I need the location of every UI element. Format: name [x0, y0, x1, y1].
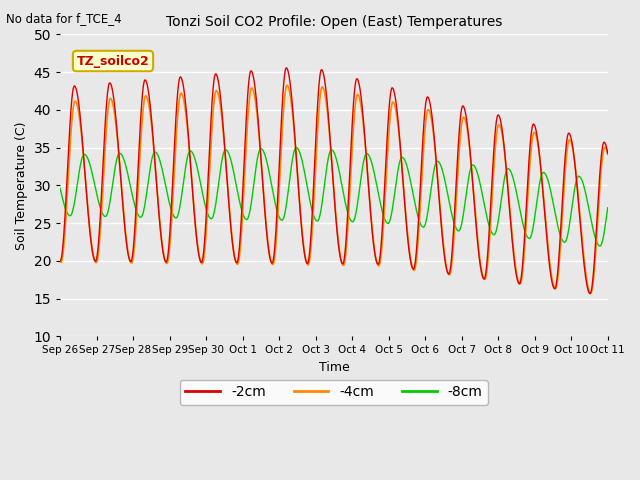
Text: No data for f_TCE_4: No data for f_TCE_4 [6, 12, 122, 25]
Title: Tonzi Soil CO2 Profile: Open (East) Temperatures: Tonzi Soil CO2 Profile: Open (East) Temp… [166, 15, 502, 29]
Text: TZ_soilco2: TZ_soilco2 [77, 55, 149, 68]
Y-axis label: Soil Temperature (C): Soil Temperature (C) [15, 121, 28, 250]
X-axis label: Time: Time [319, 361, 349, 374]
Legend: -2cm, -4cm, -8cm: -2cm, -4cm, -8cm [180, 380, 488, 405]
